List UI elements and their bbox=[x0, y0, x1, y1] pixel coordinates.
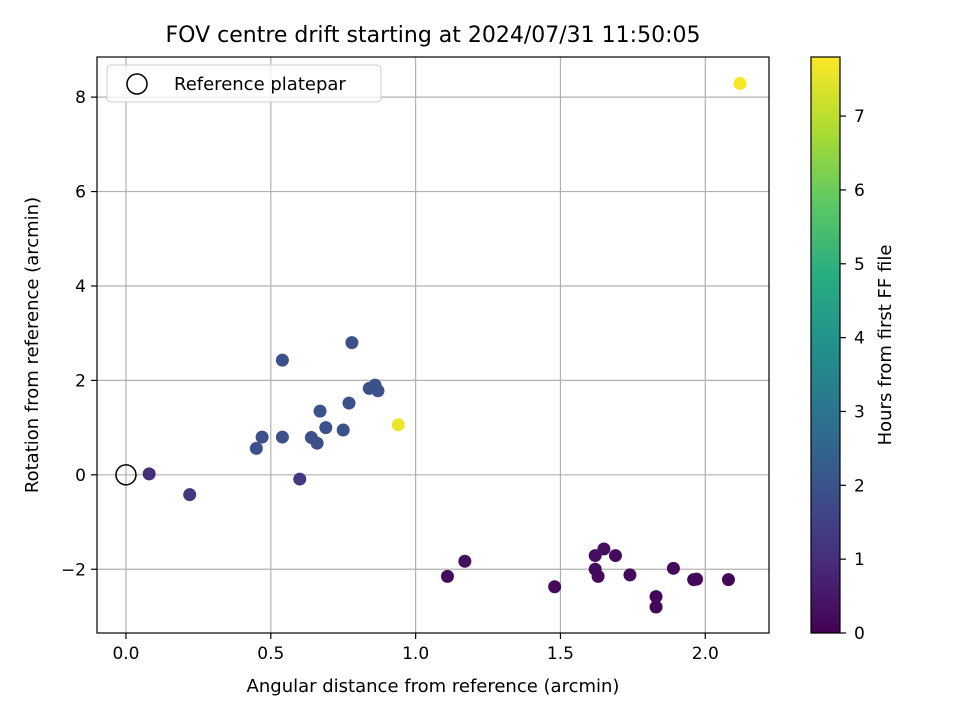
data-point bbox=[275, 353, 289, 367]
y-tick-label: 0 bbox=[75, 466, 86, 486]
data-point bbox=[733, 76, 747, 90]
data-point bbox=[345, 336, 359, 350]
data-point bbox=[336, 423, 350, 437]
y-axis-label: Rotation from reference (arcmin) bbox=[22, 197, 43, 493]
colorbar: 0 1 2 3 4 5 6 7 Hours from first FF file bbox=[810, 56, 896, 644]
x-axis-ticks: 0.0 0.5 1.0 1.5 2.0 bbox=[112, 633, 719, 664]
grid bbox=[97, 57, 769, 633]
chart-title: FOV centre drift starting at 2024/07/31 … bbox=[166, 23, 701, 48]
legend-box bbox=[106, 64, 382, 103]
legend-marker-icon bbox=[126, 73, 148, 95]
data-point bbox=[591, 569, 605, 583]
data-point bbox=[649, 600, 663, 614]
data-point bbox=[440, 569, 454, 583]
y-tick-label: −2 bbox=[61, 560, 86, 580]
legend: Reference platepar bbox=[106, 64, 382, 103]
data-point bbox=[255, 430, 269, 444]
data-point bbox=[313, 404, 327, 418]
data-point bbox=[371, 384, 385, 398]
data-point bbox=[721, 573, 735, 587]
data-point bbox=[275, 430, 289, 444]
data-point bbox=[666, 561, 680, 575]
colorbar-tick-label: 6 bbox=[854, 181, 865, 201]
colorbar-tick-label: 0 bbox=[854, 624, 865, 644]
colorbar-tick-label: 4 bbox=[854, 329, 865, 349]
data-point bbox=[458, 554, 472, 568]
plot-frame bbox=[96, 56, 770, 634]
data-point bbox=[342, 396, 356, 410]
x-tick-label: 1.5 bbox=[547, 644, 574, 664]
y-tick-label: 6 bbox=[75, 183, 86, 203]
y-tick-label: 4 bbox=[75, 277, 86, 297]
y-tick-label: 8 bbox=[75, 88, 86, 108]
x-tick-label: 0.0 bbox=[112, 644, 139, 664]
data-point bbox=[310, 436, 324, 450]
data-point bbox=[249, 441, 263, 455]
y-axis-ticks: −2 0 2 4 6 8 bbox=[61, 88, 97, 580]
data-point bbox=[597, 542, 611, 556]
x-tick-label: 2.0 bbox=[692, 644, 719, 664]
legend-label: Reference platepar bbox=[174, 74, 346, 95]
data-point bbox=[649, 590, 663, 604]
data-point bbox=[319, 421, 333, 435]
x-axis-label: Angular distance from reference (arcmin) bbox=[247, 676, 620, 697]
colorbar-tick-label: 7 bbox=[854, 107, 865, 127]
data-points bbox=[142, 76, 747, 614]
colorbar-tick-label: 3 bbox=[854, 402, 865, 422]
data-point bbox=[293, 472, 307, 486]
data-point bbox=[142, 467, 156, 481]
reference-marker bbox=[115, 464, 137, 486]
data-point bbox=[183, 488, 197, 502]
data-point bbox=[608, 549, 622, 563]
data-point bbox=[623, 568, 637, 582]
reference-point bbox=[115, 464, 137, 486]
x-tick-label: 1.0 bbox=[402, 644, 429, 664]
data-point bbox=[690, 572, 704, 586]
colorbar-ticks: 0 1 2 3 4 5 6 7 bbox=[840, 107, 865, 644]
colorbar-tick-label: 1 bbox=[854, 550, 865, 570]
x-tick-label: 0.5 bbox=[257, 644, 284, 664]
data-point bbox=[391, 418, 405, 432]
colorbar-tick-label: 2 bbox=[854, 476, 865, 496]
colorbar-gradient bbox=[810, 56, 841, 634]
data-point bbox=[548, 580, 562, 594]
colorbar-label: Hours from first FF file bbox=[875, 245, 896, 446]
colorbar-tick-label: 5 bbox=[854, 255, 865, 275]
y-tick-label: 2 bbox=[75, 371, 86, 391]
